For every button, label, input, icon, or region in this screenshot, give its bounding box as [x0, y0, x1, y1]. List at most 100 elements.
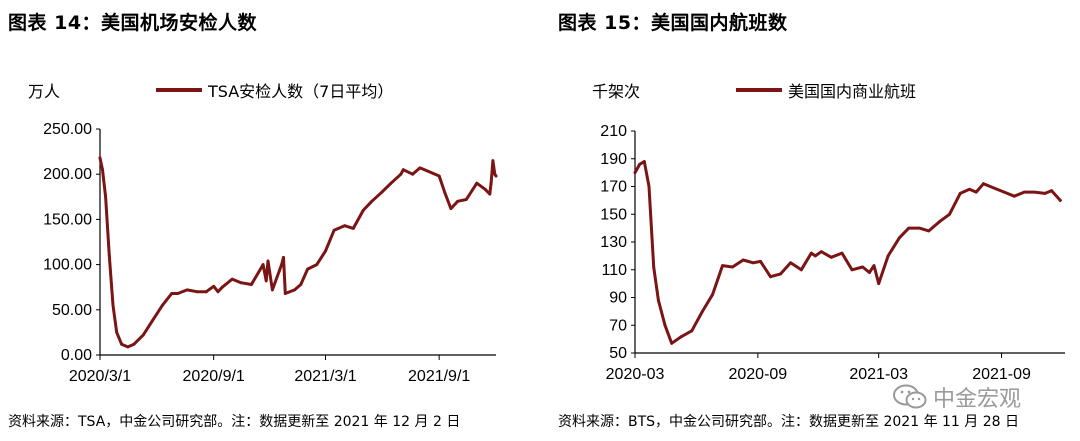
data-point — [751, 261, 755, 265]
data-point — [1002, 190, 1006, 194]
data-point — [443, 190, 447, 194]
legend-label: 美国国内商业航班 — [788, 82, 917, 101]
data-point — [974, 190, 978, 194]
data-point — [107, 254, 111, 257]
data-point — [271, 288, 274, 292]
data-point — [488, 192, 492, 196]
data-point — [380, 190, 384, 194]
data-point — [266, 259, 270, 263]
data-point — [809, 251, 813, 255]
data-point — [427, 170, 431, 173]
x-tick-label: 2021-03 — [849, 366, 908, 383]
y-tick-label: 100.00 — [43, 257, 92, 274]
y-unit-label: 千架次 — [592, 82, 641, 101]
x-tick-label: 2020-09 — [728, 366, 787, 383]
data-point — [489, 181, 493, 185]
data-point — [938, 219, 942, 223]
data-point — [1012, 194, 1016, 198]
data-point — [829, 255, 833, 259]
source-note: 资料来源：BTS，中金公司研究部。注：数据更新至 2021 年 11 月 28 … — [558, 414, 1020, 430]
data-point — [663, 323, 667, 327]
data-point — [449, 207, 453, 211]
y-tick-label: 50.00 — [52, 302, 92, 319]
data-point — [494, 174, 498, 178]
watermark: 中金宏观 — [893, 381, 1021, 413]
data-point — [861, 265, 865, 269]
data-point — [141, 333, 145, 337]
y-tick-label: 70 — [609, 317, 627, 334]
y-tick-label: 150.00 — [43, 211, 92, 228]
data-point — [769, 275, 772, 279]
watermark-text: 中金宏观 — [933, 387, 1022, 412]
data-point — [401, 168, 405, 172]
x-tick-label: 2020-03 — [606, 366, 665, 383]
data-point — [151, 319, 154, 322]
data-point — [195, 290, 199, 294]
y-tick-label: 130 — [600, 234, 627, 251]
data-point — [324, 249, 327, 253]
data-point — [315, 263, 319, 266]
legend-label: TSA安检人数（7日平均） — [208, 82, 394, 101]
data-point — [898, 236, 901, 240]
data-point — [120, 342, 123, 346]
data-point — [731, 265, 734, 269]
x-tick-label: 2021-09 — [972, 366, 1031, 383]
y-tick-label: 190 — [600, 151, 627, 168]
data-point — [370, 199, 374, 203]
data-point — [98, 156, 102, 160]
data-point — [351, 227, 355, 230]
data-point — [886, 254, 890, 258]
data-point — [280, 263, 283, 266]
chart-title: 图表 15：美国国内航班数 — [558, 12, 788, 34]
data-point — [638, 162, 642, 166]
data-point — [437, 174, 441, 178]
data-point — [161, 303, 164, 307]
legend-line-swatch — [156, 88, 202, 92]
data-point — [115, 331, 119, 334]
x-tick-label: 2021/3/1 — [294, 368, 356, 385]
data-point — [204, 290, 208, 294]
data-point — [958, 192, 962, 195]
data-point — [927, 229, 931, 233]
data-point — [282, 256, 285, 259]
y-tick-label: 50 — [609, 345, 627, 362]
data-point — [411, 172, 414, 176]
data-point — [293, 288, 296, 292]
data-point — [101, 168, 104, 172]
data-point — [491, 159, 495, 163]
data-point — [176, 292, 180, 295]
data-point — [1043, 192, 1047, 195]
tsa-line-chart: 0.00 50.00 100.00 150.00 200.00 250.00 2020/3/… — [43, 121, 498, 385]
data-point — [759, 260, 762, 263]
data-point — [332, 228, 336, 232]
data-point — [283, 292, 287, 295]
legend-line-swatch — [736, 88, 782, 92]
chart-panel-flights: 图表 15：美国国内航班数 千架次 美国国内商业航班 50 70 90 110 130 1… — [540, 0, 1080, 441]
data-point — [907, 226, 911, 230]
data-point — [982, 182, 985, 186]
chart-legend: TSA安检人数（7日平均） — [156, 78, 393, 102]
data-point — [1050, 189, 1053, 193]
flights-line-chart: 50 70 90 110 130 150 170 190 210 2020-03 2020-09 20… — [600, 123, 1065, 383]
data-point — [690, 329, 694, 333]
data-point — [456, 199, 460, 203]
data-point — [1022, 190, 1026, 194]
data-point — [872, 264, 876, 267]
data-point — [721, 264, 724, 267]
x-tick-label: 2021/9/1 — [408, 368, 470, 385]
y-tick-label: 150 — [600, 206, 627, 223]
y-tick-label: 250.00 — [43, 121, 92, 138]
data-point — [230, 277, 234, 281]
data-point — [216, 290, 220, 294]
data-point — [170, 292, 174, 295]
data-point — [670, 341, 674, 345]
data-point — [813, 254, 817, 258]
data-point — [399, 172, 403, 176]
data-point — [799, 268, 803, 272]
data-point — [968, 187, 971, 191]
data-point — [220, 285, 224, 289]
data-point — [132, 342, 136, 346]
y-tick-label: 90 — [609, 290, 627, 307]
data-point — [819, 250, 823, 254]
data-point — [701, 310, 704, 313]
